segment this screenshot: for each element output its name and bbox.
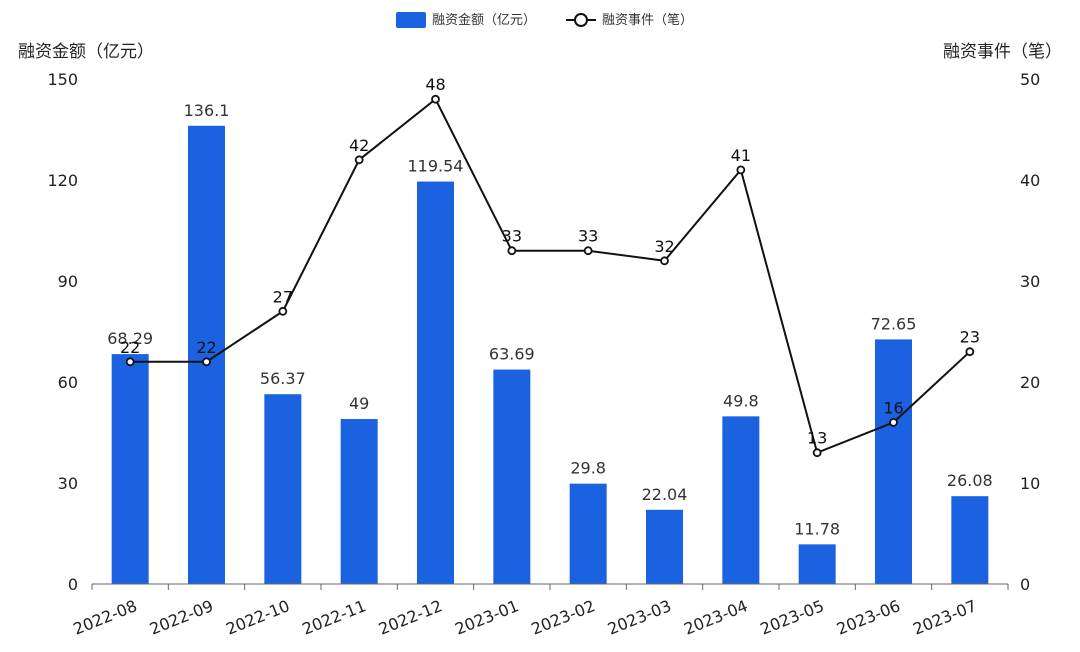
- x-tick-2022-09: 2022-09: [147, 596, 216, 639]
- line-label-2022-08: 22: [120, 338, 140, 357]
- legend[interactable]: 融资金额（亿元） 融资事件（笔）: [396, 12, 693, 28]
- line-label-2023-07: 23: [960, 328, 980, 347]
- line-point-2022-12: [431, 94, 440, 104]
- line-point-2023-01: [507, 246, 517, 256]
- bar-2023-06: [875, 339, 912, 584]
- right-y-tick-30: 30: [1020, 272, 1040, 291]
- x-tick-2022-10: 2022-10: [223, 596, 292, 639]
- bar-label-2022-10: 56.37: [260, 369, 306, 388]
- bar-label-2023-01: 63.69: [489, 345, 535, 364]
- line-point-2023-06: [889, 417, 898, 427]
- line-label-2022-09: 22: [196, 338, 216, 357]
- bar-2023-03: [646, 509, 683, 584]
- line-label-2023-04: 41: [731, 146, 751, 165]
- line-label-2023-01: 33: [502, 227, 522, 246]
- line-label-2022-12: 48: [425, 75, 445, 94]
- bar-label-2023-02: 29.8: [570, 459, 606, 478]
- bar-label-2023-05: 11.78: [794, 519, 840, 538]
- bar-2023-05: [798, 544, 836, 584]
- bar-2022-11: [340, 419, 378, 584]
- bar-label-2023-06: 72.65: [871, 314, 917, 333]
- bars-layer: [111, 125, 989, 585]
- x-tick-2023-01: 2023-01: [452, 596, 521, 639]
- line-layer: [125, 94, 975, 458]
- bar-label-2023-07: 26.08: [947, 471, 993, 490]
- x-tick-2022-12: 2022-12: [376, 596, 445, 639]
- line-point-2023-05: [812, 448, 822, 458]
- legend-swatch-bar: [396, 12, 426, 28]
- line-label-2023-03: 32: [654, 237, 674, 256]
- line-series-path: [130, 97, 971, 455]
- left-y-tick-90: 90: [58, 272, 78, 291]
- bar-2022-12: [417, 181, 454, 585]
- line-label-2023-02: 33: [578, 227, 598, 246]
- bar-label-2022-11: 49: [349, 394, 369, 413]
- line-label-2023-06: 16: [883, 398, 903, 417]
- bar-label-2023-03: 22.04: [642, 485, 688, 504]
- x-tick-2023-04: 2023-04: [681, 596, 750, 639]
- line-point-2023-07: [965, 347, 975, 357]
- legend-label-bar: 融资金额（亿元）: [432, 12, 536, 28]
- line-point-2023-04: [736, 165, 746, 175]
- line-label-2023-05: 13: [807, 429, 827, 448]
- bar-label-2022-12: 119.54: [408, 157, 464, 176]
- x-tick-2023-03: 2023-03: [605, 596, 674, 639]
- legend-swatch-marker: [574, 13, 588, 27]
- bar-label-2022-08: 68.29: [107, 329, 153, 348]
- bar-2023-07: [951, 496, 989, 584]
- left-y-tick-150: 150: [47, 70, 78, 89]
- left-axis-title: 融资金额（亿元）: [18, 42, 154, 62]
- right-y-tick-20: 20: [1020, 373, 1040, 392]
- bar-label-2023-04: 49.8: [723, 391, 759, 410]
- line-point-2023-03: [660, 256, 669, 266]
- bar-2022-08: [111, 354, 149, 584]
- legend-label-line: 融资事件（笔）: [602, 12, 693, 28]
- left-y-tick-0: 0: [68, 575, 78, 594]
- bar-2022-09: [188, 125, 225, 585]
- x-tick-2023-05: 2023-05: [758, 596, 827, 639]
- x-tick-2022-08: 2022-08: [71, 596, 140, 639]
- x-tick-2023-07: 2023-07: [910, 596, 979, 639]
- left-y-tick-30: 30: [58, 474, 78, 493]
- line-point-2023-02: [583, 246, 593, 256]
- line-label-2022-11: 42: [349, 136, 369, 155]
- right-axis-title: 融资事件（笔）: [943, 42, 1062, 62]
- bar-2022-10: [264, 394, 302, 584]
- line-point-2022-08: [125, 357, 135, 367]
- line-label-2022-10: 27: [273, 287, 293, 306]
- right-y-tick-40: 40: [1020, 171, 1040, 190]
- line-point-2022-11: [354, 155, 364, 165]
- line-point-2022-10: [278, 306, 288, 316]
- bar-label-2022-09: 136.1: [184, 101, 230, 120]
- line-point-2022-09: [202, 357, 211, 367]
- x-tick-2023-02: 2023-02: [529, 596, 598, 639]
- left-y-tick-60: 60: [58, 373, 78, 392]
- left-y-tick-120: 120: [47, 171, 78, 190]
- x-tick-2022-11: 2022-11: [300, 596, 369, 639]
- x-tick-2023-06: 2023-06: [834, 596, 903, 639]
- right-y-tick-0: 0: [1020, 575, 1030, 594]
- right-y-tick-10: 10: [1020, 474, 1040, 493]
- labels-layer: 68.29 136.1 56.37 49 119.54 63.69 29.8 22.04 49.…: [107, 75, 992, 538]
- right-y-tick-50: 50: [1020, 70, 1040, 89]
- bar-2023-01: [493, 369, 531, 584]
- bar-2023-02: [569, 483, 607, 584]
- bar-2023-04: [722, 416, 760, 584]
